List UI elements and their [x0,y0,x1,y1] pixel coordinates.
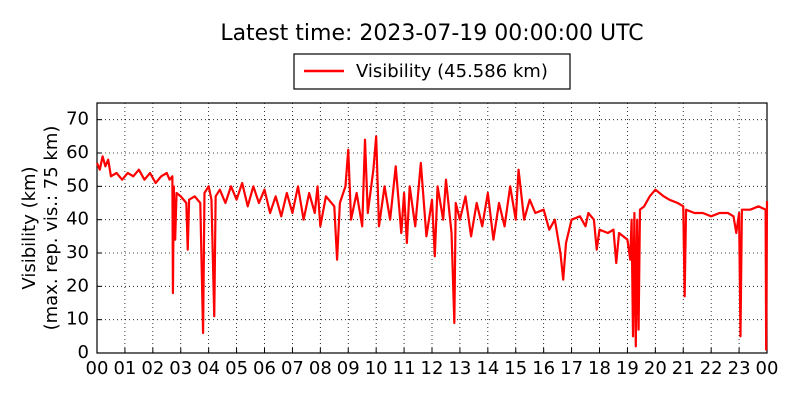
x-tick-label: 06 [253,358,276,379]
x-tick-label: 13 [448,358,471,379]
x-tick-label: 19 [616,358,639,379]
x-tick-label: 20 [644,358,667,379]
y-tick-label: 40 [66,209,89,230]
x-tick-label: 23 [728,358,751,379]
x-tick-label: 05 [225,358,248,379]
y-axis-label: (max. rep. vis.: 75 km) [41,126,62,331]
x-tick-label: 10 [365,358,388,379]
x-tick-label: 00 [756,358,779,379]
x-tick-label: 21 [672,358,695,379]
y-tick-label: 30 [66,242,89,263]
x-tick-label: 14 [476,358,499,379]
data-line [95,135,769,351]
x-tick-label: 18 [588,358,611,379]
x-tick-label: 00 [86,358,109,379]
y-tick-label: 10 [66,309,89,330]
y-tick-label: 0 [78,342,89,363]
x-tick-label: 15 [504,358,527,379]
x-tick-label: 09 [337,358,360,379]
x-tick-label: 07 [281,358,304,379]
chart-title: Latest time: 2023-07-19 00:00:00 UTC [220,21,643,46]
x-tick-label: 16 [532,358,555,379]
x-tick-label: 04 [197,358,220,379]
x-tick-label: 17 [560,358,583,379]
y-tick-label: 20 [66,275,89,296]
x-tick-label: 11 [393,358,416,379]
y-axis-label: Visibility (km) [19,166,40,289]
x-tick-label: 01 [113,358,136,379]
x-tick-label: 08 [309,358,332,379]
y-tick-label: 50 [66,175,89,196]
x-tick-label: 03 [169,358,192,379]
x-tick-label: 02 [141,358,164,379]
x-tick-label: 22 [700,358,723,379]
y-tick-label: 60 [66,142,89,163]
y-tick-label: 70 [66,109,89,130]
legend-label: Visibility (45.586 km) [356,61,548,82]
x-tick-label: 12 [421,358,444,379]
